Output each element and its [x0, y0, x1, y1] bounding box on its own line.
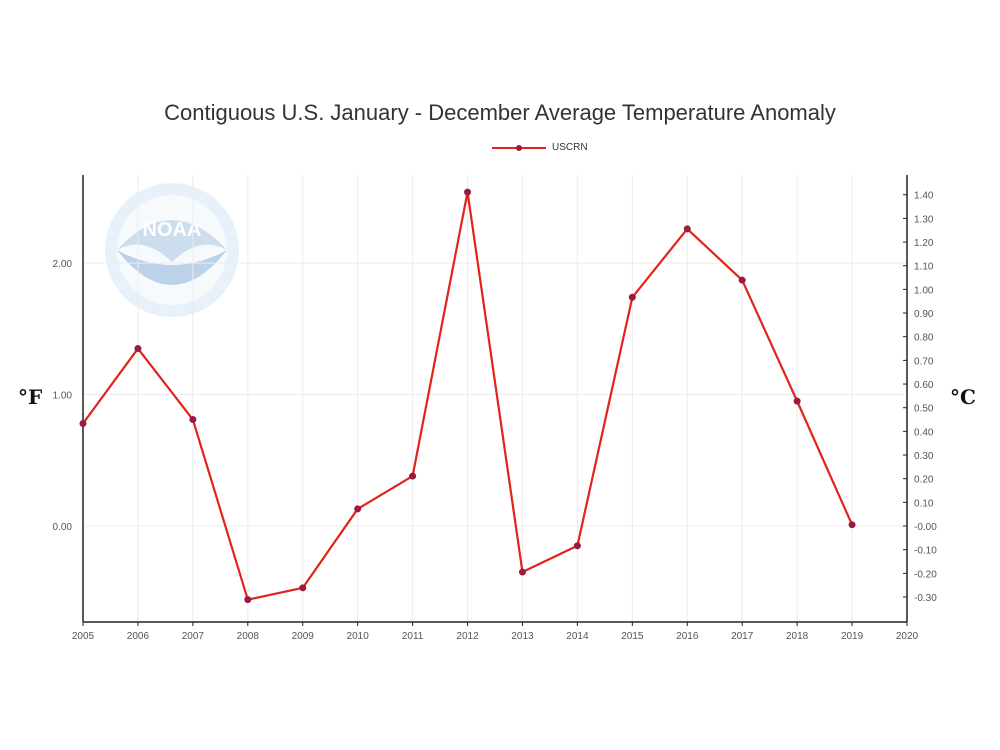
data-point-2008: [244, 596, 252, 604]
right-tick-label: -0.10: [914, 546, 937, 557]
x-tick-label: 2013: [511, 631, 534, 642]
right-tick-label: 1.40: [914, 191, 934, 202]
right-tick-label: 0.30: [914, 451, 934, 462]
right-tick-label: 0.10: [914, 498, 934, 509]
data-point-2014: [573, 542, 581, 550]
x-tick-label: 2015: [621, 631, 644, 642]
x-tick-label: 2018: [786, 631, 809, 642]
right-tick-labels: -0.30 -0.20 -0.10 -0.00 0.10 0.20 0.30 0.40 0.50…: [903, 191, 937, 604]
right-tick-label: 1.20: [914, 238, 934, 249]
right-axis-unit: °C: [950, 385, 976, 409]
x-tick-label: 2012: [456, 631, 479, 642]
x-tick-label: 2008: [237, 631, 260, 642]
legend[interactable]: USCRN: [492, 142, 588, 153]
x-tick-labels: 2005 2006 2007 2008 2009 2010 2011 2012 2013 2014…: [72, 622, 919, 642]
axes: [82, 175, 908, 623]
data-point-2007: [189, 416, 197, 424]
left-tick-labels: 0.00 1.00 2.00: [53, 259, 73, 533]
watermark-text: NOAA: [143, 219, 202, 241]
data-point-2006: [134, 345, 142, 353]
right-tick-label: -0.00: [914, 522, 937, 533]
legend-label-uscrn: USCRN: [552, 142, 588, 153]
right-tick-label: -0.30: [914, 593, 937, 604]
series-uscrn: [79, 188, 856, 604]
left-tick-label: 0.00: [53, 522, 73, 533]
right-tick-label: 0.70: [914, 356, 934, 367]
data-point-2011: [409, 472, 417, 480]
x-tick-label: 2017: [731, 631, 754, 642]
left-axis-unit: °F: [18, 385, 43, 409]
x-tick-label: 2010: [347, 631, 370, 642]
data-point-2005: [79, 419, 87, 427]
x-tick-label: 2011: [402, 631, 424, 642]
x-tick-label: 2006: [127, 631, 150, 642]
right-tick-label: 0.90: [914, 309, 934, 320]
data-point-2018: [793, 397, 801, 405]
left-tick-label: 2.00: [53, 259, 73, 270]
x-tick-label: 2009: [292, 631, 315, 642]
x-tick-label: 2019: [841, 631, 864, 642]
data-point-2010: [354, 505, 362, 513]
data-point-2016: [683, 225, 691, 233]
x-tick-label: 2005: [72, 631, 95, 642]
data-point-2013: [518, 568, 526, 576]
right-tick-label: 0.50: [914, 404, 934, 415]
data-point-2009: [299, 584, 307, 592]
right-tick-label: 0.60: [914, 380, 934, 391]
x-tick-label: 2007: [182, 631, 205, 642]
data-point-2012: [464, 188, 472, 196]
right-tick-label: 1.30: [914, 214, 934, 225]
right-tick-label: -0.20: [914, 569, 937, 580]
legend-swatch: [492, 144, 546, 151]
data-point-2019: [848, 521, 856, 529]
right-tick-label: 0.20: [914, 475, 934, 486]
data-point-2017: [738, 276, 746, 284]
right-tick-label: 1.10: [914, 262, 934, 273]
x-tick-label: 2020: [896, 631, 919, 642]
data-point-2015: [628, 293, 636, 301]
left-tick-label: 1.00: [53, 391, 73, 402]
right-tick-label: 0.80: [914, 333, 934, 344]
chart-title: Contiguous U.S. January - December Avera…: [164, 100, 836, 125]
right-tick-label: 0.40: [914, 427, 934, 438]
x-tick-label: 2016: [676, 631, 699, 642]
x-tick-label: 2014: [566, 631, 589, 642]
right-tick-label: 1.00: [914, 285, 934, 296]
noaa-logo-watermark: NOAA: [105, 183, 239, 317]
